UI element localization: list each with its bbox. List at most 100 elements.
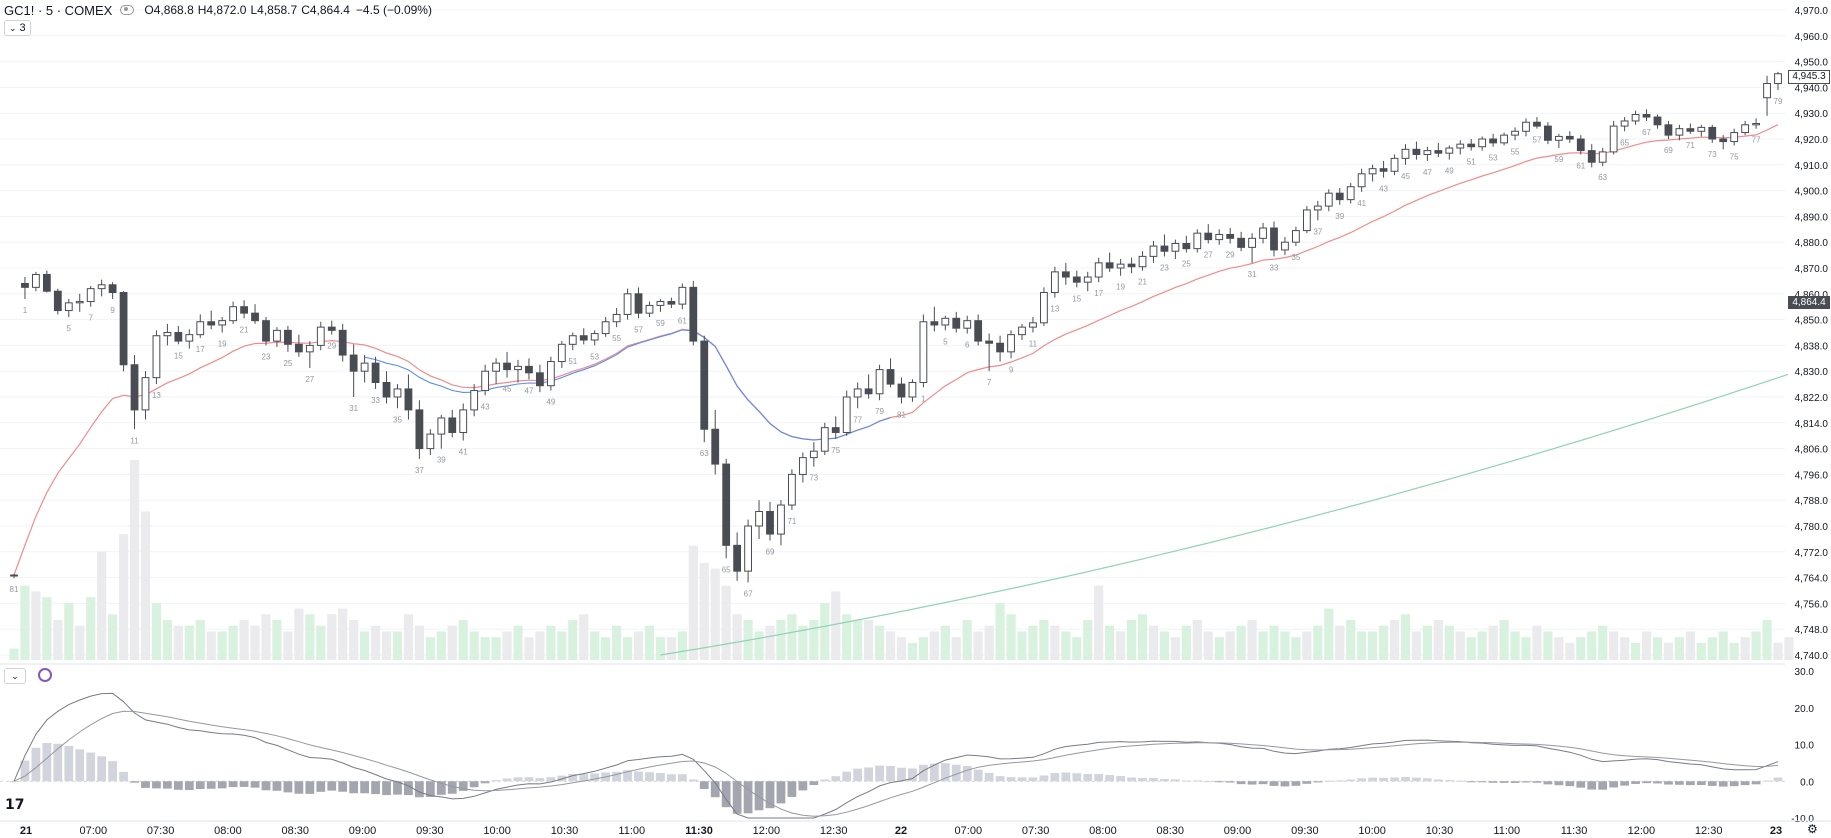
candle-body	[1226, 233, 1235, 239]
volume-bars	[9, 460, 1794, 660]
price-tick-label: 4,870.0	[1795, 264, 1829, 275]
volume-bar	[1598, 625, 1608, 660]
candle-body	[1576, 138, 1585, 152]
macd-histogram-bar	[261, 781, 271, 791]
candle-body	[382, 381, 391, 398]
candle	[1533, 117, 1541, 129]
candle-body	[908, 381, 917, 398]
candle-body	[1653, 116, 1662, 126]
volume-bar	[1762, 620, 1772, 660]
macd-collapse-button[interactable]: ⌄	[4, 668, 26, 684]
price-axis[interactable]: 4,970.0 4,960.0 4,950.0 4,940.0 4,930.0 4,920…	[1795, 6, 1829, 662]
time-tick-label: 11:30	[1561, 825, 1588, 837]
macd-histogram-bar	[590, 773, 600, 782]
candle-body	[1609, 125, 1618, 153]
eye-icon[interactable]	[120, 5, 135, 15]
macd-histogram-bar	[546, 777, 556, 782]
candle-body	[1774, 73, 1782, 85]
bar-count-label: 47	[1423, 168, 1432, 177]
volume-bar	[458, 620, 468, 660]
candle-body	[1259, 227, 1267, 239]
candle	[163, 323, 172, 346]
time-tick-label: 07:30	[147, 825, 175, 837]
candle-body	[481, 370, 490, 392]
bar-count-label: 69	[766, 548, 775, 557]
candle	[1774, 71, 1782, 90]
candle	[294, 334, 303, 357]
candle	[338, 323, 347, 362]
candle	[711, 409, 720, 475]
gear-icon[interactable]: ⚙	[1807, 822, 1818, 836]
candle	[809, 442, 818, 467]
macd-histogram-bar	[1006, 777, 1016, 782]
macd-histogram-bar	[97, 756, 107, 782]
time-tick-label: 08:30	[281, 825, 309, 837]
volume-bar	[1400, 614, 1411, 660]
volume-bar	[633, 631, 644, 660]
ema-green-line	[660, 373, 1789, 656]
macd-histogram-bar	[1718, 781, 1728, 787]
candle-body	[1423, 150, 1432, 155]
time-axis[interactable]: 21 07:00 07:30 08:00 08:30 09:00 09:30 10:00 10:…	[0, 820, 1831, 837]
grid	[0, 9, 1785, 656]
candle-body	[42, 273, 51, 292]
macd-histogram-bar	[1324, 780, 1334, 782]
volume-bar	[1335, 625, 1345, 660]
macd-histogram-bar	[1543, 781, 1553, 785]
volume-bar	[513, 625, 523, 660]
moving-averages	[13, 124, 1789, 656]
macd-histogram-bar	[64, 745, 74, 782]
candle	[1412, 141, 1421, 160]
candle-body	[1708, 126, 1717, 140]
candle-body	[886, 369, 895, 385]
macd-histogram-bar	[1236, 781, 1246, 785]
macd-histogram-bar	[831, 776, 841, 782]
candle-body	[557, 343, 566, 363]
candle	[1138, 251, 1147, 271]
indicators-collapse-button[interactable]: ⌄ 3	[4, 20, 31, 36]
bar-count-label: 71	[787, 517, 796, 526]
time-tick-label: 07:00	[80, 825, 108, 837]
candle	[503, 351, 511, 378]
candle-body	[1281, 241, 1289, 251]
bar-count-label: 57	[634, 325, 643, 334]
volume-bar	[217, 631, 227, 660]
macd-histogram-bar	[152, 781, 161, 789]
macd-axis[interactable]: 30.0 20.0 10.0 0.0 -10.0	[1791, 667, 1814, 825]
time-tick-label: 11:00	[618, 825, 645, 837]
volume-bar	[118, 534, 129, 660]
candle-body	[229, 306, 238, 322]
candle-body	[1127, 263, 1136, 268]
candle-body	[294, 343, 303, 353]
macd-histogram-bar	[491, 780, 501, 782]
candlesticks[interactable]	[10, 71, 1782, 583]
macd-histogram-bar	[1609, 781, 1619, 788]
bar-count-label: 81	[897, 410, 906, 419]
candle	[1116, 258, 1125, 276]
symbol-title[interactable]: GC1! · 5 · COMEX	[4, 2, 113, 18]
macd-histogram-bar	[163, 781, 172, 789]
volume-bar	[1444, 625, 1454, 660]
candle	[1171, 239, 1180, 259]
candle-body	[1324, 192, 1333, 207]
macd-histogram-bar	[656, 772, 665, 782]
volume-bar	[327, 614, 337, 660]
macd-histogram-bar	[338, 781, 348, 792]
candle	[1631, 110, 1640, 125]
candle-body	[711, 428, 720, 465]
macd-histogram-bar	[1171, 779, 1180, 782]
macd-histogram-bar	[9, 781, 19, 783]
candle	[656, 298, 665, 312]
candle-body	[185, 334, 194, 342]
price-tick-label: 4,772.0	[1795, 548, 1829, 559]
tradingview-logo-icon[interactable]: 𝟭𝟳	[5, 796, 25, 812]
symbol-legend: GC1! · 5 · COMEX O 4,868.8 H 4,872.0 L 4,85…	[4, 2, 432, 18]
macd-histogram-bar	[787, 781, 797, 797]
price-tick-label: 4,822.0	[1795, 393, 1829, 404]
volume-bar	[1620, 637, 1630, 660]
bar-count-label: 77	[1752, 136, 1761, 145]
candle-body	[262, 320, 270, 342]
candle	[952, 311, 961, 333]
macd-histogram-bar	[1291, 781, 1301, 786]
